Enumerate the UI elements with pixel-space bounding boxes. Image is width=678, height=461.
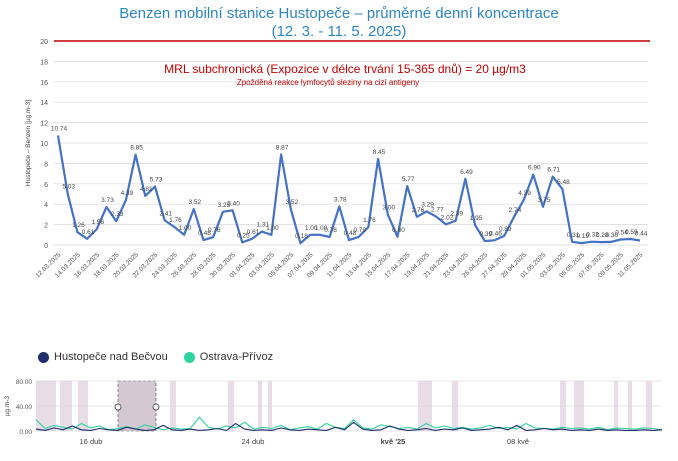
data-label: 5.77 (402, 176, 415, 183)
mini-x-tick-label: kvě '25 (381, 437, 406, 446)
data-label: 3.29 (421, 201, 434, 208)
legend-marker-hustopece (38, 351, 49, 363)
data-label: 0.39 (479, 231, 492, 238)
data-label: 3.52 (285, 199, 298, 206)
y-tick-label: 0 (44, 243, 48, 250)
legend-item-hustopece[interactable]: Hustopeče nad Bečvou (38, 351, 168, 363)
legend-marker-ostrava (183, 351, 195, 363)
data-label: 1.00 (266, 225, 279, 232)
data-label: 10.74 (51, 125, 68, 132)
mini-x-tick-label: 24 dub (242, 437, 265, 446)
data-label: 3.78 (334, 196, 347, 203)
data-label: 1.00 (315, 225, 328, 232)
data-label: 5.48 (557, 179, 570, 186)
data-label: 0.61 (247, 229, 260, 236)
data-label: 6.49 (460, 169, 473, 176)
data-label: 1.95 (470, 215, 483, 222)
data-label: 6.90 (528, 165, 541, 172)
legend-item-ostrava[interactable]: Ostrava-Přívoz (183, 351, 274, 363)
data-label: 0.76 (208, 227, 221, 234)
data-label: 1.76 (363, 217, 376, 224)
data-label: 2.77 (431, 207, 444, 214)
chart-title: Benzen mobilní stanice Hustopeče – průmě… (119, 5, 559, 22)
data-label: 2.76 (412, 207, 425, 214)
y-tick-label: 18 (40, 59, 48, 66)
data-label: 3.73 (101, 197, 114, 204)
data-label: 0.48 (344, 230, 357, 237)
y-tick-label: 20 (40, 39, 48, 46)
mini-y-tick-label: 0.00 (19, 429, 32, 436)
data-label: 2.33 (111, 211, 124, 218)
data-label: 0.46 (489, 230, 502, 237)
data-label: 1.00 (179, 225, 192, 232)
data-label: 0.54 (615, 229, 628, 236)
data-label: 0.89 (499, 226, 512, 233)
y-axis-label: Hustopeče – Benzen [µg.m-3] (25, 100, 32, 186)
data-label: 0.80 (392, 227, 405, 234)
data-label: 1.26 (72, 222, 85, 229)
y-tick-label: 6 (44, 182, 48, 189)
data-label: 0.32 (586, 232, 599, 239)
data-label: 3.25 (218, 202, 231, 209)
data-label: 0.59 (625, 229, 638, 236)
data-label: 2.02 (441, 214, 454, 221)
benzene-line-chart: 0 2 4 6 8 10 12 14 16 18 20 Hustopeče – Benzen [µg.… (25, 39, 650, 279)
chart-subtitle: (12. 3. - 11. 5. 2025) (271, 23, 407, 40)
data-label: 0.61 (82, 229, 95, 236)
data-label: 0.30 (606, 232, 619, 239)
data-label: 0.48 (198, 230, 211, 237)
y-tick-label: 14 (40, 100, 48, 107)
data-label: 2.39 (450, 211, 463, 218)
data-label: 0.28 (596, 232, 609, 239)
y-tick-label: 12 (40, 121, 48, 128)
data-label: 3.75 (538, 197, 551, 204)
selection-handle-left (114, 403, 122, 411)
mini-series-line (35, 421, 663, 431)
comparison-mini-chart[interactable]: 0.00 40.00 80.00 µg.m-3 16 dub 24 dub kvě '25 0… (0, 369, 678, 461)
data-label: 0.19 (576, 233, 589, 240)
mini-x-tick-label: 08 kvě (507, 437, 529, 446)
data-label: 8.87 (276, 145, 289, 152)
data-label: 3.00 (382, 204, 395, 211)
data-label: 5.03 (62, 184, 75, 191)
mini-y-tick-label: 40.00 (16, 404, 33, 411)
data-label: 1.76 (169, 217, 182, 224)
mini-y-axis-label: µg.m-3 (4, 395, 11, 416)
mini-x-tick-label: 16 dub (80, 437, 103, 446)
mini-chart-legend: Hustopeče nad Bečvou Ostrava-Přívoz (38, 351, 273, 363)
data-label: 8.85 (130, 145, 143, 152)
y-tick-label: 2 (44, 223, 48, 230)
data-label: 4.81 (140, 186, 153, 193)
data-label: 0.79 (353, 227, 366, 234)
data-label: 0.78 (324, 227, 337, 234)
mini-series-line (35, 416, 663, 431)
mini-y-tick-label: 80.00 (16, 379, 33, 386)
data-label: 1.00 (305, 225, 318, 232)
data-label: 4.39 (121, 190, 134, 197)
series-line (56, 135, 641, 245)
data-label: 0.44 (635, 231, 648, 238)
data-label: 3.40 (227, 200, 240, 207)
legend-label-ostrava: Ostrava-Přívoz (199, 351, 274, 363)
limit-sublabel: Zpožděná reakce lymfocytů sleziny na ciz… (237, 78, 419, 87)
y-tick-label: 10 (40, 141, 48, 148)
data-label: 4.39 (518, 190, 531, 197)
selection-handle-right (152, 403, 160, 411)
y-tick-label: 8 (44, 161, 48, 168)
y-tick-label: 16 (40, 80, 48, 87)
y-tick-label: 4 (44, 202, 48, 209)
data-label: 0.31 (567, 232, 580, 239)
data-label: 1.31 (256, 222, 269, 229)
data-label: 2.74 (509, 207, 522, 214)
data-label: 1.56 (91, 219, 104, 226)
data-label: 6.71 (547, 167, 560, 174)
data-label: 8.45 (373, 149, 386, 156)
data-label: 5.73 (150, 177, 163, 184)
legend-label-hustopece: Hustopeče nad Bečvou (54, 351, 168, 363)
data-label: 2.41 (159, 210, 172, 217)
data-label: 0.18 (295, 233, 308, 240)
limit-label: MRL subchronická (Expozice v délce trván… (164, 62, 526, 76)
data-label: 0.25 (237, 232, 250, 239)
data-label: 3.52 (188, 199, 201, 206)
